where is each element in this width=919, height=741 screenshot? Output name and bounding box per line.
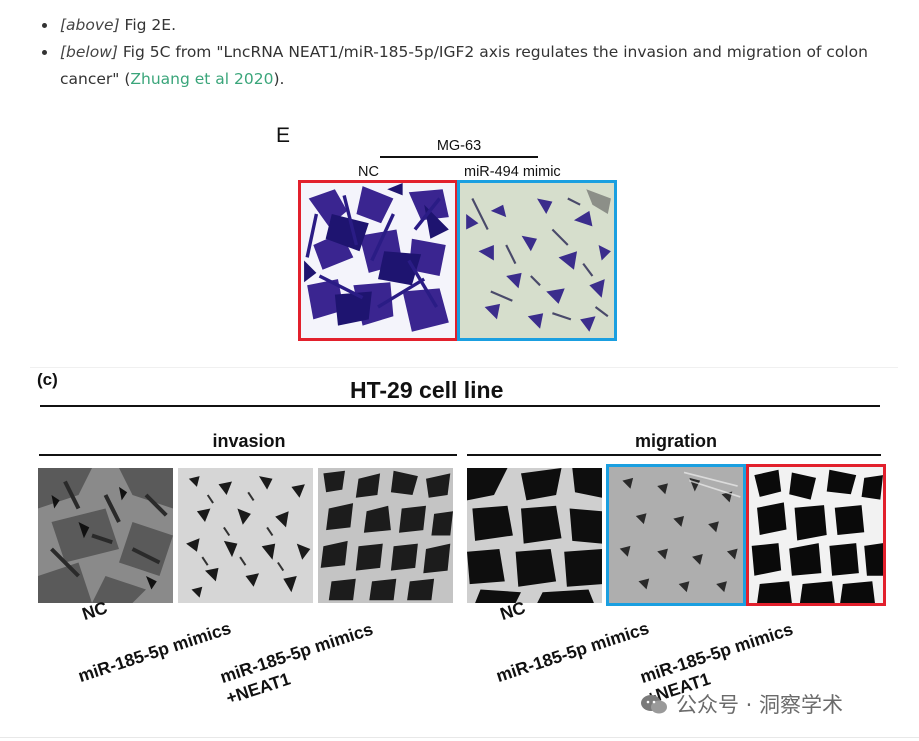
micrograph-image: [178, 468, 313, 603]
figure-c: (c) HT-29 cell line invasion migration: [30, 368, 900, 741]
invasion-title: invasion: [212, 431, 286, 451]
label-migration-mimics: miR-185-5p mimics: [493, 617, 652, 687]
label-migration-mimics-neat1: miR-185-5p mimics: [637, 618, 796, 688]
citation-link[interactable]: Zhuang et al 2020: [130, 70, 274, 88]
invasion-rule: [39, 454, 457, 456]
reference-list: [above] Fig 2E. [below] Fig 5C from "Lnc…: [36, 12, 896, 93]
micrograph-image: [318, 468, 453, 603]
micrograph-invasion-nc: [38, 468, 173, 603]
list-item: [above] Fig 2E.: [36, 12, 896, 39]
label-invasion-mimics-neat1: miR-185-5p mimics: [217, 618, 376, 688]
panel-letter: E: [276, 124, 291, 147]
watermark-text: 公众号 · 洞察学术: [676, 693, 844, 717]
micrograph-migration-mimics-neat1: [746, 464, 886, 606]
bullet-tag: [above]: [60, 16, 120, 34]
figure-e: E MG-63 NC miR-494 mimic: [270, 118, 630, 346]
panel-letter: (c): [37, 370, 58, 389]
migration-title: migration: [634, 431, 717, 451]
watermark: 公众号 · 洞察学术: [640, 689, 843, 719]
micrograph-nc-image: [301, 183, 455, 338]
micrograph-mimic-image: [460, 183, 614, 338]
bullet-text: Fig 2E.: [119, 16, 176, 34]
micrograph-nc: [298, 180, 458, 341]
micrograph-image: [467, 468, 602, 603]
micrograph-image: [749, 467, 883, 603]
wechat-icon: [641, 695, 667, 714]
cell-line-bar: [380, 156, 538, 158]
figure-separator: [30, 367, 898, 368]
micrograph-invasion-mimics-neat1: [318, 468, 453, 603]
bullet-text: Fig 5C from "LncRNA NEAT1/miR-185-5p/IGF…: [60, 43, 868, 88]
micrograph-image: [609, 467, 743, 603]
cell-line-label: MG-63: [436, 138, 482, 154]
bottom-rule: [0, 737, 919, 738]
bullet-text-end: ).: [273, 70, 285, 88]
migration-rule: [467, 454, 881, 456]
micrograph-mimic: [457, 180, 617, 341]
label-nc: NC: [358, 164, 379, 180]
micrograph-migration-nc: [467, 468, 602, 603]
list-item: [below] Fig 5C from "LncRNA NEAT1/miR-18…: [36, 39, 896, 93]
micrograph-image: [38, 468, 173, 603]
title-rule: [40, 405, 880, 407]
bullet-tag: [below]: [60, 43, 118, 61]
figure-title: HT-29 cell line: [350, 377, 504, 403]
micrograph-migration-mimics: [606, 464, 746, 606]
label-invasion-mimics: miR-185-5p mimics: [75, 617, 234, 687]
micrograph-invasion-mimics: [178, 468, 313, 603]
label-mimic: miR-494 mimic: [464, 164, 561, 180]
